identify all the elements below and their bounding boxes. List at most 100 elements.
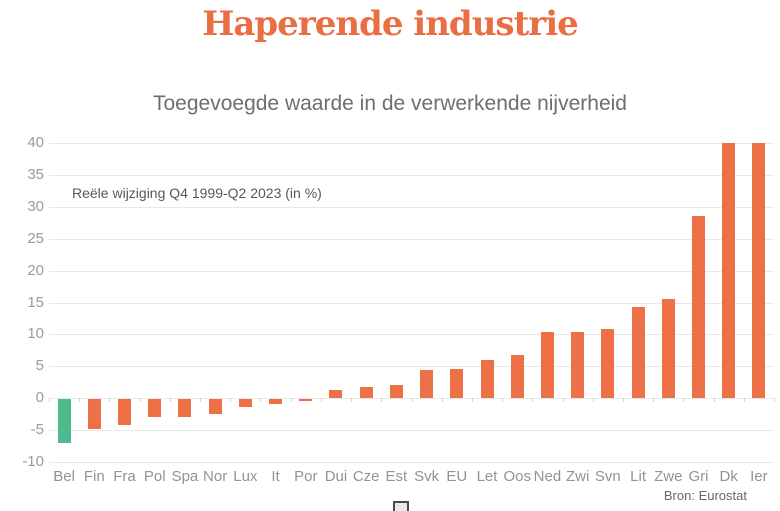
bar-Dui: [329, 389, 343, 399]
bar-Lit: [631, 306, 645, 399]
x-axis-label-Fin: Fin: [83, 468, 105, 485]
gridline-y30: [49, 206, 774, 208]
bar-Ned: [540, 332, 554, 399]
x-axis-label-Zwi: Zwi: [565, 468, 590, 485]
gridline-y35: [49, 174, 774, 176]
x-axis-tick: [320, 398, 322, 403]
bar-It: [269, 399, 283, 405]
x-axis-label-Cze: Cze: [352, 468, 380, 485]
gridline-y10: [49, 334, 774, 336]
y-axis-tick-label: 5: [35, 357, 44, 375]
x-axis-label-Zwe: Zwe: [654, 468, 683, 485]
x-axis-label-Lux: Lux: [233, 468, 258, 485]
bar-Svn: [601, 328, 615, 399]
y-axis-tick-label: 10: [27, 325, 44, 343]
gridline-y20: [49, 270, 774, 272]
bar-Por: [299, 399, 313, 402]
y-axis-tick-label: 35: [27, 165, 44, 183]
y-axis-tick-label: -5: [30, 421, 44, 439]
chart-subtitle: Toegevoegde waarde in de verwerkende nij…: [153, 92, 627, 115]
x-axis-label-Ned: Ned: [533, 468, 562, 485]
x-axis-label-Bel: Bel: [53, 468, 75, 485]
x-axis-tick: [139, 398, 141, 403]
bar-Dk: [722, 143, 736, 399]
x-axis-tick: [290, 398, 292, 403]
x-axis-label-Pol: Pol: [143, 468, 166, 485]
x-axis-tick: [683, 398, 685, 403]
x-axis-tick: [109, 398, 111, 403]
bar-Spa: [178, 399, 192, 418]
y-axis-tick-label: -10: [22, 453, 44, 470]
bar-Zwe: [661, 298, 675, 399]
bar-Gri: [691, 216, 705, 399]
y-axis-tick-label: 25: [27, 229, 44, 247]
x-axis-label-Let: Let: [476, 468, 498, 485]
y-axis-tick-label: 30: [27, 197, 44, 215]
x-axis-tick: [381, 398, 383, 403]
x-axis-tick: [622, 398, 624, 403]
x-axis-tick: [441, 398, 443, 403]
x-axis-label-Svk: Svk: [414, 468, 440, 485]
x-axis-tick: [471, 398, 473, 403]
x-axis-tick: [230, 398, 232, 403]
x-axis-label-Nor: Nor: [203, 468, 228, 485]
bar-Pol: [148, 399, 162, 418]
y-axis-tick-label: 40: [27, 134, 44, 151]
bar-Oos: [510, 354, 524, 399]
x-axis-tick: [200, 398, 202, 403]
gridline-y40: [49, 143, 774, 144]
x-axis-tick: [653, 398, 655, 403]
y-axis-tick-label: 20: [27, 261, 44, 279]
gridline-y-5: [49, 430, 774, 432]
y-axis-tick-label: 15: [27, 293, 44, 311]
x-axis-label-Spa: Spa: [171, 468, 199, 485]
x-axis-tick: [49, 398, 50, 403]
gridline-y15: [49, 302, 774, 304]
bar-Ier: [752, 143, 766, 399]
x-axis-tick: [79, 398, 81, 403]
source-label: Bron: Eurostat: [663, 488, 747, 503]
bar-EU: [450, 368, 464, 399]
bar-Svk: [420, 370, 434, 399]
x-axis-label-Dui: Dui: [324, 468, 348, 485]
bar-Cze: [359, 387, 373, 399]
x-axis-label-Svn: Svn: [594, 468, 621, 485]
x-axis-tick: [169, 398, 171, 403]
bar-Lux: [238, 399, 252, 407]
x-axis-tick: [502, 398, 504, 403]
gridline-y25: [49, 238, 774, 240]
bar-Fra: [118, 399, 132, 426]
chart-title: Haperende industrie: [202, 4, 579, 44]
x-axis-label-It: It: [271, 468, 280, 485]
x-axis-tick: [774, 398, 775, 403]
x-axis-tick: [592, 398, 594, 403]
x-axis-label-Dk: Dk: [719, 468, 738, 485]
bar-Nor: [208, 399, 222, 414]
x-axis-tick: [743, 398, 745, 403]
bar-Fin: [87, 399, 101, 430]
x-axis-tick: [351, 398, 353, 403]
gridline-y-10: [49, 462, 774, 463]
x-axis-tick: [713, 398, 715, 403]
x-axis-label-EU: EU: [446, 468, 468, 485]
x-axis-label-Ier: Ier: [750, 468, 768, 485]
annotation-label: Reële wijziging Q4 1999-Q2 2023 (in %): [72, 185, 322, 201]
x-axis-label-Est: Est: [385, 468, 408, 485]
x-axis-tick: [411, 398, 413, 403]
bar-Zwi: [571, 331, 585, 399]
bar-Est: [389, 385, 403, 399]
cropped-logo-artifact: [393, 501, 409, 511]
y-axis-tick-label: 0: [35, 389, 44, 407]
x-axis-label-Oos: Oos: [503, 468, 531, 485]
x-axis-label-Lit: Lit: [630, 468, 646, 485]
gridline-y5: [49, 366, 774, 368]
bar-Bel: [57, 399, 71, 444]
x-axis-tick: [260, 398, 262, 403]
bar-Let: [480, 359, 494, 399]
x-axis-label-Por: Por: [294, 468, 318, 485]
x-axis-tick: [562, 398, 564, 403]
x-axis-tick: [532, 398, 534, 403]
x-axis-label-Gri: Gri: [688, 468, 709, 485]
x-axis-label-Fra: Fra: [113, 468, 136, 485]
